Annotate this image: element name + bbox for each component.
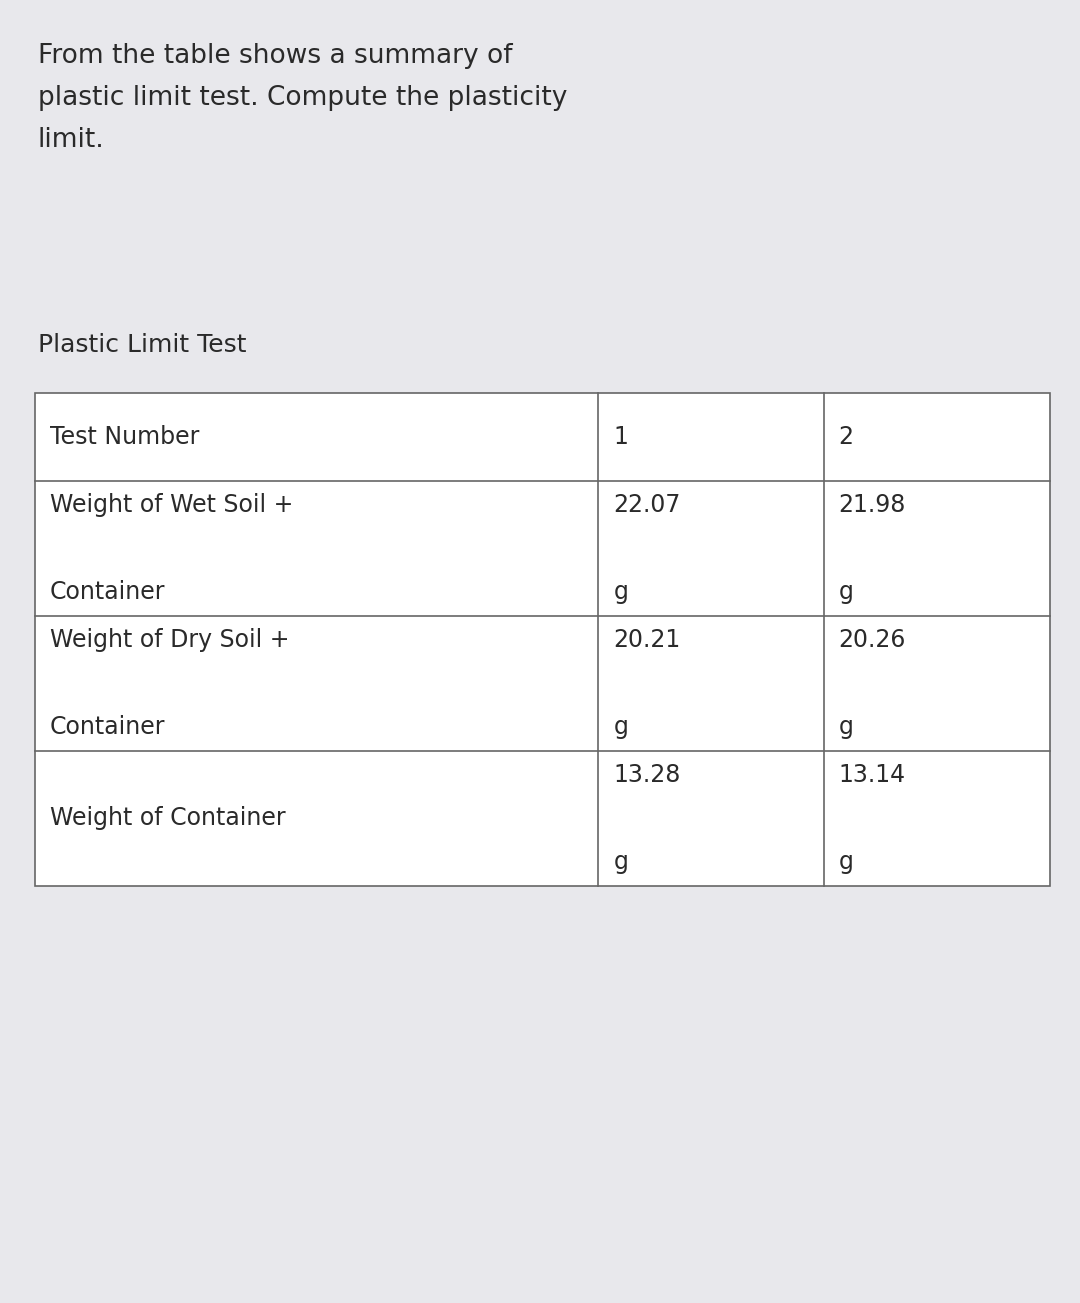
Text: limit.: limit. — [38, 126, 105, 152]
Text: g: g — [839, 715, 853, 739]
Text: Container: Container — [50, 580, 165, 605]
Text: 20.21: 20.21 — [613, 628, 680, 652]
Text: g: g — [613, 580, 629, 605]
Text: Container: Container — [50, 715, 165, 739]
Text: Weight of Wet Soil +: Weight of Wet Soil + — [50, 493, 294, 517]
Text: Test Number: Test Number — [50, 425, 200, 450]
Text: g: g — [613, 715, 629, 739]
Text: g: g — [839, 580, 853, 605]
Text: 21.98: 21.98 — [839, 493, 906, 517]
Text: 1: 1 — [613, 425, 629, 450]
Text: 22.07: 22.07 — [613, 493, 680, 517]
Text: Plastic Limit Test: Plastic Limit Test — [38, 334, 246, 357]
Text: From the table shows a summary of: From the table shows a summary of — [38, 43, 513, 69]
Bar — [35, 394, 1050, 886]
Text: g: g — [613, 850, 629, 874]
Text: 13.28: 13.28 — [613, 764, 680, 787]
Text: Weight of Container: Weight of Container — [50, 807, 285, 830]
Text: 20.26: 20.26 — [839, 628, 906, 652]
Text: plastic limit test. Compute the plasticity: plastic limit test. Compute the plastici… — [38, 85, 567, 111]
Text: 2: 2 — [839, 425, 853, 450]
Text: Weight of Dry Soil +: Weight of Dry Soil + — [50, 628, 289, 652]
Text: g: g — [839, 850, 853, 874]
Text: 13.14: 13.14 — [839, 764, 906, 787]
